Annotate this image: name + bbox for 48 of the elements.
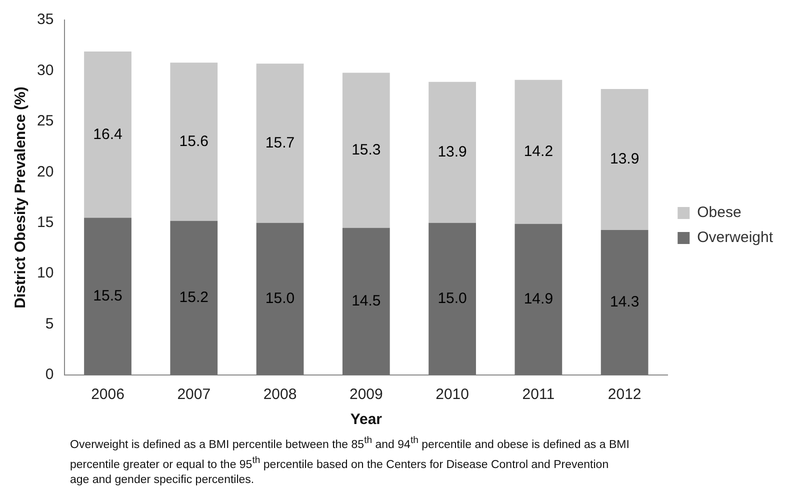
bar bbox=[170, 220, 218, 375]
data-label: 14.3 bbox=[610, 294, 640, 311]
data-label: 15.0 bbox=[265, 290, 295, 308]
legend-label: Obese bbox=[697, 204, 742, 222]
y-axis-title: District Obesity Prevalence (%) bbox=[12, 86, 30, 308]
bar bbox=[342, 228, 390, 375]
bar bbox=[428, 222, 476, 375]
y-tick-label: 35 bbox=[36, 11, 54, 28]
y-tick-label: 10 bbox=[36, 264, 54, 282]
x-tick-label: 2006 bbox=[91, 386, 124, 404]
data-label: 15.0 bbox=[438, 290, 467, 308]
y-tick-label: 15 bbox=[36, 214, 54, 231]
bar bbox=[342, 72, 390, 228]
bar bbox=[514, 224, 562, 375]
data-label: 15.6 bbox=[179, 132, 208, 150]
bar bbox=[256, 222, 304, 375]
bar bbox=[84, 51, 132, 218]
data-label: 15.3 bbox=[352, 141, 381, 158]
bar bbox=[428, 82, 476, 223]
y-tick-label: 30 bbox=[36, 62, 54, 79]
y-tick-label: 0 bbox=[45, 366, 54, 384]
bar bbox=[514, 80, 562, 224]
bar bbox=[600, 88, 648, 230]
data-label: 14.2 bbox=[524, 143, 554, 160]
text: Overweight is defined as a BMI percentile between the 85$^{th}$ and 94$^{th}$ percentile and obese is defined as a BMI percentile greater or equal to the 95$^{th}$ percentile based on the Centers for Disease Control and Prevention age and gender specific percentiles. bbox=[70, 435, 630, 486]
x-tick-label: 2012 bbox=[608, 386, 642, 404]
x-axis-title: Year bbox=[350, 411, 382, 428]
bar bbox=[600, 230, 648, 375]
data-label: 14.9 bbox=[524, 290, 554, 308]
y-tick-label: 20 bbox=[36, 163, 54, 180]
y-tick-label: 25 bbox=[36, 112, 54, 130]
data-label: 15.5 bbox=[93, 288, 122, 305]
legend-label: Overweight bbox=[697, 229, 774, 246]
data-label: 15.2 bbox=[179, 289, 208, 306]
data-label: 16.4 bbox=[93, 126, 122, 143]
bar bbox=[170, 62, 218, 221]
x-tick-label: 2011 bbox=[522, 386, 555, 404]
data-label: 15.7 bbox=[265, 134, 295, 152]
y-tick-label: 5 bbox=[45, 315, 54, 332]
x-tick-label: 2008 bbox=[263, 386, 297, 404]
x-tick-label: 2009 bbox=[349, 386, 383, 404]
bar bbox=[256, 64, 304, 223]
bar bbox=[84, 218, 132, 375]
data-label: 13.9 bbox=[610, 150, 640, 168]
x-tick-label: 2007 bbox=[177, 386, 211, 404]
data-label: 13.9 bbox=[438, 144, 467, 161]
data-label: 14.5 bbox=[352, 292, 381, 310]
x-tick-label: 2010 bbox=[436, 386, 469, 404]
